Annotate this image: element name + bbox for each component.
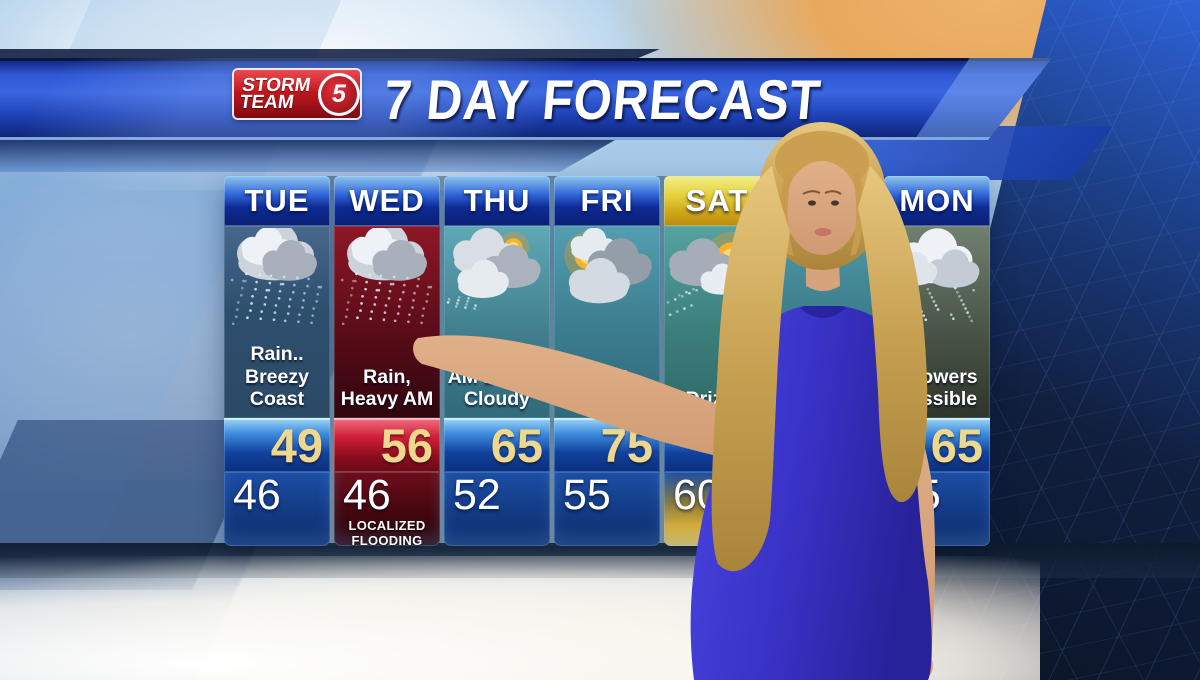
pointing-arm <box>413 335 766 466</box>
day-label: FRI <box>554 176 660 226</box>
high-temp: 65 <box>490 418 543 472</box>
high-temp-box: 56 <box>334 418 440 472</box>
channel-5-icon: 5 <box>317 72 360 116</box>
title-banner <box>0 58 1052 140</box>
flooding-alert-text: LOCALIZED FLOODING <box>348 518 426 548</box>
face <box>785 161 859 255</box>
banner-underlay-stripe <box>0 140 615 172</box>
low-temp-box: 46 LOCALIZED FLOODING <box>334 471 440 548</box>
rain-cloud-icon <box>224 222 330 332</box>
conditions-text: Rain.. Breezy Coast <box>245 343 309 411</box>
forecast-column-thu: THU AM DrizzleCloudy 65 52 <box>444 176 550 546</box>
logo-text: STORM TEAM <box>232 74 320 113</box>
cloud-drizzle-icon <box>444 228 550 332</box>
high-temp: 65 <box>930 418 983 472</box>
day-label: THU <box>444 176 550 226</box>
high-temp: 49 <box>270 418 323 472</box>
banner-top-stripe <box>0 49 660 60</box>
forecast-column-tue: TUE Rain.. Breezy Coast 49 46 <box>224 176 330 546</box>
low-temp: 46 <box>343 471 391 519</box>
high-temp: 56 <box>380 418 433 472</box>
logo-line2: TEAM <box>238 92 296 113</box>
low-temp-box: 52 <box>444 472 550 546</box>
low-temp-box: 55 <box>554 472 660 546</box>
forecast-column-wed: WED Rain, Heavy AM 56 46 LOCALIZED FLOODIN… <box>334 176 440 548</box>
weather-presenter <box>413 122 936 680</box>
low-temp: 55 <box>563 471 611 519</box>
high-temp-box: 65 <box>444 418 550 472</box>
sun-cloud-icon <box>554 227 660 332</box>
low-temp-box: 46 <box>224 472 330 546</box>
day-label: WED <box>334 176 440 226</box>
day-label: MON <box>884 176 990 226</box>
conditions-text: Rain, Heavy AM <box>340 365 434 411</box>
day-label: TUE <box>224 176 330 226</box>
low-temp: 52 <box>453 471 501 519</box>
high-temp-box: 49 <box>224 418 330 472</box>
low-temp: 46 <box>233 471 281 519</box>
storm-team-5-logo: STORM TEAM 5 <box>234 70 360 118</box>
rain-cloud-icon <box>334 222 440 332</box>
logo-line1: STORM <box>240 74 313 96</box>
showers-cloud-icon <box>884 228 990 332</box>
